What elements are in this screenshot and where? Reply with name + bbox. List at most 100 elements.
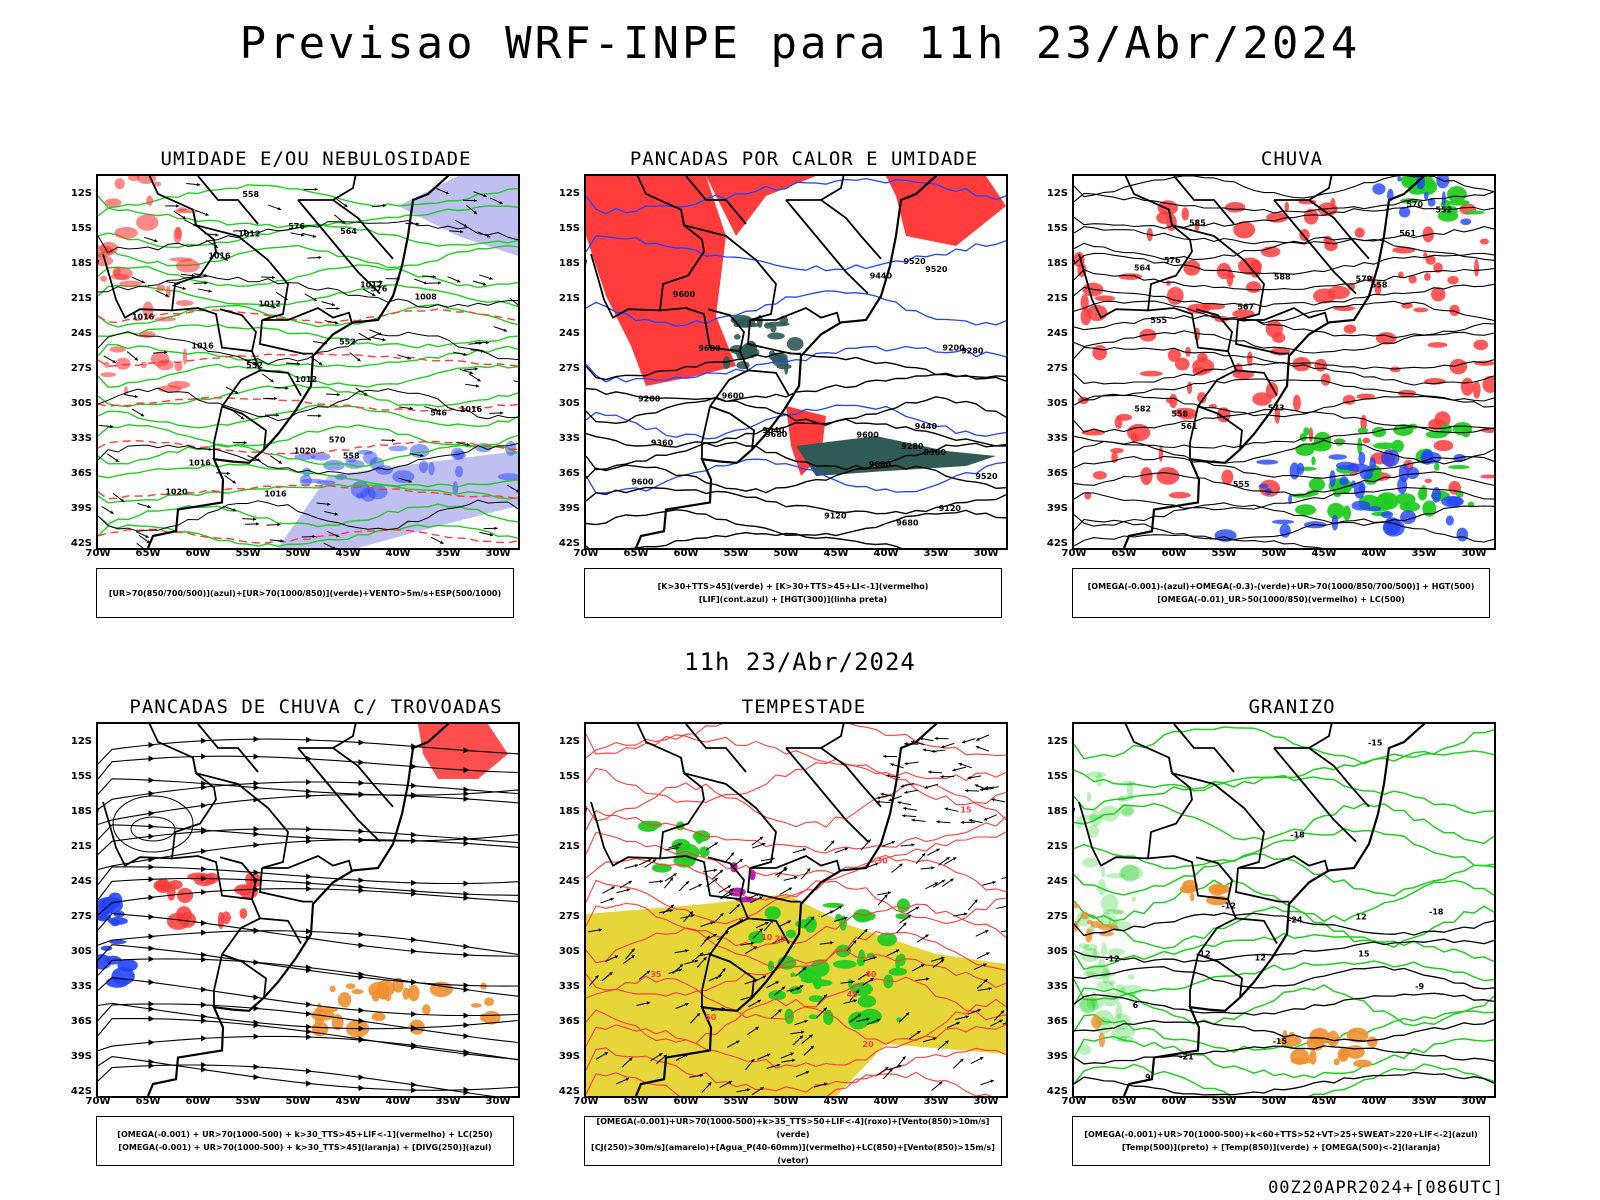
storm-red-area-northeast [418, 724, 508, 779]
longitude-tick: 40W [1361, 548, 1387, 559]
latitude-tick: 18S [558, 806, 580, 817]
panel-legend: [OMEGA(-0.001)+UR>70(1000-500)+k>35_TTS>… [584, 1116, 1002, 1166]
contour-label: 1016 [132, 312, 155, 321]
panel-chuva: CHUVA 12S 15S 18S 21S 24S 27S 30S 33S 36S 39S 42S 58… [1047, 148, 1572, 648]
longitude-tick: 50W [773, 548, 799, 559]
legend-line: [K>30+TTS>45](verde) + [K>30+TTS>45+LI<-… [657, 582, 929, 591]
contour-label: 1012 [259, 300, 281, 309]
longitude-tick: 30W [973, 1096, 999, 1107]
contour-label: -15 [1368, 738, 1383, 747]
longitude-tick: 50W [285, 548, 311, 559]
longitude-tick: 50W [1261, 548, 1287, 559]
latitude-tick: 18S [70, 806, 92, 817]
latitude-tick: 33S [70, 981, 92, 992]
panel-title: UMIDADE E/OU NEBULOSIDADE [160, 148, 472, 170]
li-red-area-north [706, 176, 816, 236]
map-svg: 50 45 40 35 30 25 20 15 10 [586, 724, 1006, 1096]
contour-label: 9120 [939, 504, 962, 513]
contour-label: 40 [865, 970, 877, 979]
map-svg [98, 724, 518, 1096]
latitude-tick: 12S [1046, 188, 1068, 199]
panel-umidade: UMIDADE E/OU NEBULOSIDADE 12S 15S 18S 21S 24S… [71, 148, 596, 648]
latitude-tick: 42S [558, 1086, 580, 1097]
latitude-axis: 12S 15S 18S 21S 24S 27S 30S 33S 36S 39S 42S [542, 174, 580, 549]
contour-label: 15 [1358, 949, 1370, 958]
streamlines-250 [98, 736, 518, 1096]
contour-label: 1016 [189, 459, 212, 468]
longitude-tick: 70W [1061, 548, 1087, 559]
latitude-tick: 21S [70, 841, 92, 852]
longitude-tick: 30W [1461, 1096, 1487, 1107]
longitude-tick: 35W [1411, 548, 1437, 559]
latitude-tick: 27S [558, 911, 580, 922]
legend-line: [OMEGA(-0.001) + UR>70(1000-500) + k>30_… [117, 1130, 493, 1139]
latitude-tick: 21S [70, 293, 92, 304]
longitude-tick: 65W [135, 1096, 161, 1107]
longitude-tick: 55W [723, 1096, 749, 1107]
longitude-tick: 60W [1161, 1096, 1187, 1107]
contour-labels: -12 -12 -12 -15 -18 -18 -21 -24 -15 9 12 12 6 15 -9 [1105, 738, 1444, 1082]
latitude-tick: 39S [558, 503, 580, 514]
panel-title: PANCADAS DE CHUVA C/ TROVOADAS [129, 696, 503, 718]
legend-line: [LIF](cont.azul) + [HGT(300)](linha pret… [698, 595, 888, 604]
latitude-axis: 12S 15S 18S 21S 24S 27S 30S 33S 36S 39S 42S [54, 722, 92, 1097]
legend-line: [OMEGA(-0.001)-(azul)+OMEGA(-0.3)-(verde… [1087, 582, 1475, 591]
contour-label: 9520 [975, 472, 998, 481]
forecast-map: 9680 9680 9680 9680 9600 9600 9520 9520 9600 9440… [584, 174, 1008, 550]
latitude-tick: 12S [558, 188, 580, 199]
latitude-tick: 24S [1046, 876, 1068, 887]
panel-tempestade: TEMPESTADE 12S 15S 18S 21S 24S 27S 30S 33S 36S 39S… [559, 696, 1084, 1196]
k-tts-green-area [796, 436, 996, 476]
longitude-axis: 70W 65W 60W 55W 50W 45W 40W 35W 30W [1062, 1096, 1496, 1112]
contour-label: 6 [1133, 1001, 1139, 1010]
latitude-tick: 30S [558, 946, 580, 957]
contour-label: 579 [1356, 275, 1373, 284]
forecast-map [96, 722, 520, 1098]
legend-line: [OMEGA(-0.001)+UR>70(1000-500)+k>35_TTS>… [596, 1117, 990, 1139]
contour-label: 9680 [896, 518, 919, 527]
latitude-tick: 18S [558, 258, 580, 269]
longitude-axis: 70W 65W 60W 55W 50W 45W 40W 35W 30W [1062, 548, 1496, 564]
longitude-tick: 50W [773, 1096, 799, 1107]
latitude-tick: 36S [1046, 468, 1068, 479]
longitude-tick: 30W [1461, 548, 1487, 559]
contour-label: 9600 [722, 392, 745, 401]
lif-blue-contours [586, 177, 1006, 494]
legend-line: [OMEGA(-0.001)+UR>70(1000-500)+k<60+TTS>… [1084, 1130, 1478, 1139]
forecast-map: 585 582 579 576 573 570 567 564 561 558 555 552 561 5… [1072, 174, 1496, 550]
panel-title: PANCADAS POR CALOR E UMIDADE [629, 148, 979, 170]
panel-legend: [UR>70(850/700/500)](azul)+[UR>70(1000/8… [96, 568, 514, 618]
contour-label: 9200 [942, 343, 965, 352]
latitude-tick: 15S [1046, 223, 1068, 234]
forecast-map: 50 45 40 35 30 25 20 15 10 [584, 722, 1008, 1098]
latitude-tick: 42S [70, 1086, 92, 1097]
contour-label: 588 [1274, 272, 1291, 281]
contour-label: 1016 [208, 252, 231, 261]
contour-label: 1012 [238, 230, 260, 239]
contour-label: 1012 [295, 375, 317, 384]
latitude-tick: 36S [70, 468, 92, 479]
latitude-tick: 30S [1046, 398, 1068, 409]
latitude-tick: 42S [1046, 1086, 1068, 1097]
longitude-axis: 70W 65W 60W 55W 50W 45W 40W 35W 30W [574, 1096, 1008, 1112]
latitude-tick: 27S [70, 363, 92, 374]
hgt500-black-contours [1074, 176, 1494, 548]
contour-label: 567 [1237, 302, 1254, 311]
longitude-tick: 70W [85, 1096, 111, 1107]
jet-yellow-area [586, 894, 1006, 1096]
temp500-black-contours [1074, 912, 1494, 1096]
contour-label: 15 [960, 806, 972, 815]
run-timestamp: 00Z20APR2024+[086UTC] [1268, 1178, 1504, 1198]
latitude-tick: 39S [70, 1051, 92, 1062]
latitude-tick: 15S [558, 771, 580, 782]
forecast-map: 1016 1016 1012 1016 1016 1012 1020 1008 1016 1012… [96, 174, 520, 550]
wind850-vectors-north [876, 734, 1006, 825]
forecast-date: 11h 23/Abr/2024 [684, 648, 916, 676]
longitude-tick: 60W [673, 1096, 699, 1107]
contour-label: 9600 [857, 430, 880, 439]
latitude-tick: 30S [70, 398, 92, 409]
longitude-tick: 70W [1061, 1096, 1087, 1107]
latitude-tick: 36S [558, 1016, 580, 1027]
longitude-tick: 55W [235, 1096, 261, 1107]
longitude-tick: 70W [573, 1096, 599, 1107]
